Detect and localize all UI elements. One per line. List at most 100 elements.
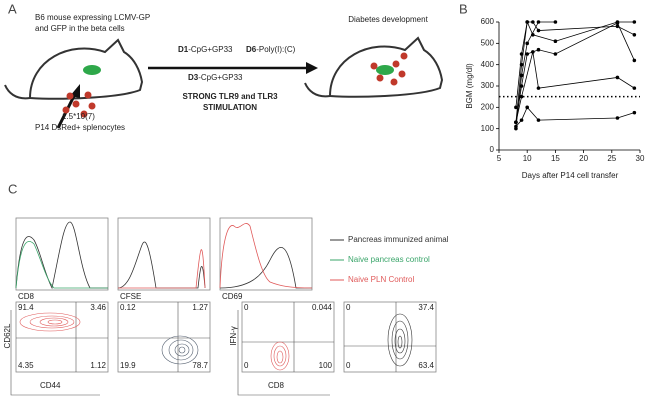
point	[519, 73, 524, 78]
legend-label: Naive pancreas control	[348, 255, 430, 264]
point	[632, 20, 637, 24]
point	[632, 86, 637, 90]
quadrant-value: 19.9	[120, 361, 136, 370]
x-axis-title: Days after P14 cell transfer	[522, 171, 619, 180]
x-tick-label: 20	[579, 154, 588, 163]
quadrant-value: 0.12	[120, 303, 136, 312]
contour-axis: CD62L	[3, 323, 12, 348]
x-tick-label: 25	[607, 154, 616, 163]
y-tick-label: 400	[481, 60, 495, 69]
contour-plot	[241, 301, 335, 373]
panel-label: C	[8, 181, 17, 196]
y-tick-label: 600	[481, 17, 495, 26]
panel-label: B	[459, 1, 468, 16]
point	[536, 118, 541, 122]
legend-label: Pancreas immunized animal	[348, 235, 449, 244]
histogram-frame	[219, 217, 313, 291]
point	[531, 20, 535, 24]
point	[553, 52, 558, 56]
panel-label: A	[8, 1, 17, 16]
point	[536, 28, 541, 33]
point	[615, 20, 620, 24]
dose: 1.5*10(7)	[62, 112, 95, 121]
mouse-left	[4, 38, 144, 100]
histogram-frame	[15, 217, 109, 291]
legend-label: Naive PLN Control	[348, 275, 414, 284]
histogram-curve	[219, 247, 312, 289]
quadrant-value: 0	[346, 361, 351, 370]
quadrant-value: 1.12	[90, 361, 106, 370]
point	[514, 126, 518, 131]
y-tick-label: 100	[481, 124, 495, 133]
y-tick-label: 200	[481, 102, 495, 111]
x-tick-label: 5	[497, 154, 502, 163]
stimulation: STIMULATION	[203, 103, 257, 112]
y-tick-label: 300	[481, 81, 495, 90]
x-tick-label: 30	[636, 154, 645, 163]
histogram-axis: CD69	[222, 292, 243, 301]
series-line	[515, 51, 635, 123]
point	[632, 58, 637, 63]
point	[525, 41, 529, 46]
point	[525, 20, 529, 24]
quadrant-value: 100	[319, 361, 333, 370]
quadrant-value: 4.35	[18, 361, 34, 370]
quadrant-value: 0.044	[312, 303, 333, 312]
x-tick-label: 15	[551, 154, 560, 163]
point	[525, 52, 529, 56]
blood-glucose-chart: BGM (mg/dl) Days after P14 cell transfer…	[465, 17, 645, 180]
step: D1-CpG+GP33	[178, 45, 233, 54]
quadrant-value: 37.4	[418, 303, 434, 312]
mouse-right	[304, 36, 444, 98]
quadrant-value: 63.4	[418, 361, 434, 370]
point	[632, 33, 637, 37]
quadrant-values: 91.4 3.46 4.35 1.12 0.12 1.27 19.9 78.7 0 0.044 0 1…	[18, 303, 435, 370]
histogram-frame	[117, 217, 211, 291]
point	[514, 120, 518, 125]
point	[519, 94, 524, 99]
histogram-curve	[15, 221, 108, 290]
series-line	[515, 22, 635, 123]
step: D6-Poly(I):(C)	[246, 45, 296, 54]
cells: P14 DsRed+ splenocytes	[35, 123, 125, 132]
histogram-curve	[118, 249, 206, 289]
series-line	[515, 21, 635, 123]
contour-axis: CD8	[268, 381, 285, 390]
point	[514, 105, 518, 110]
legend: Pancreas immunized animal Naive pancreas …	[330, 235, 449, 284]
point	[615, 24, 620, 29]
contour-axis: IFN-γ	[229, 326, 238, 346]
quadrant-value: 0	[244, 361, 249, 370]
histogram-curve	[15, 240, 108, 289]
step: D3-CpG+GP33	[188, 73, 243, 82]
histogram-axis: CFSE	[120, 292, 141, 301]
stimulation: STRONG TLR9 and TLR3	[182, 92, 278, 101]
histogram-axis: CD8	[18, 292, 35, 301]
point	[553, 20, 558, 24]
quadrant-value: 91.4	[18, 303, 34, 312]
contour-plot	[117, 301, 211, 373]
point	[519, 118, 524, 122]
contour-axis: CD44	[40, 381, 61, 390]
contour-plot	[343, 301, 437, 373]
point	[519, 62, 524, 67]
quadrant-value: 1.27	[192, 303, 208, 312]
mouse-desc: and GFP in the beta cells	[35, 24, 125, 33]
point	[615, 116, 620, 120]
point	[536, 47, 541, 52]
quadrant-value: 0	[244, 303, 249, 312]
mouse-desc: B6 mouse expressing LCMV-GP	[35, 13, 150, 22]
histogram-curve	[117, 241, 206, 289]
y-tick-label: 500	[481, 38, 495, 47]
point	[553, 39, 558, 43]
point	[536, 86, 541, 90]
quadrant-value: 78.7	[192, 361, 208, 370]
contour-plot	[15, 301, 109, 373]
quadrant-value: 3.46	[90, 303, 106, 312]
point	[525, 105, 529, 110]
point	[615, 75, 620, 80]
quadrant-value: 0	[346, 303, 351, 312]
point	[632, 110, 637, 115]
point	[536, 20, 541, 24]
